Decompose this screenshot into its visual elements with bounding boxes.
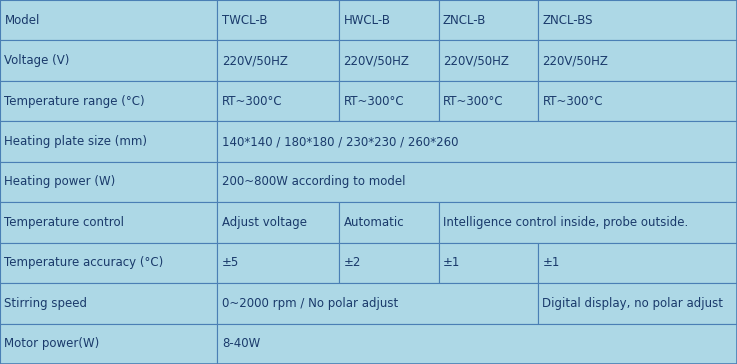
- Text: 220V/50HZ: 220V/50HZ: [222, 54, 287, 67]
- Text: TWCL-B: TWCL-B: [222, 14, 268, 27]
- Bar: [339, 40, 439, 81]
- Text: Heating power (W): Heating power (W): [4, 175, 116, 189]
- Bar: [339, 243, 439, 283]
- Text: 0~2000 rpm / No polar adjust: 0~2000 rpm / No polar adjust: [222, 297, 398, 310]
- Text: 220V/50HZ: 220V/50HZ: [443, 54, 509, 67]
- Text: Temperature control: Temperature control: [4, 216, 125, 229]
- Text: Voltage (V): Voltage (V): [4, 54, 70, 67]
- Bar: [339, 0, 439, 40]
- Bar: [0, 283, 217, 324]
- Bar: [217, 121, 737, 162]
- Bar: [0, 40, 217, 81]
- Bar: [0, 202, 217, 243]
- Text: Automatic: Automatic: [343, 216, 404, 229]
- Text: Temperature range (°C): Temperature range (°C): [4, 95, 145, 108]
- Bar: [217, 243, 339, 283]
- Bar: [538, 0, 737, 40]
- Bar: [217, 162, 737, 202]
- Bar: [217, 81, 339, 121]
- Text: ±5: ±5: [222, 256, 239, 269]
- Text: Intelligence control inside, probe outside.: Intelligence control inside, probe outsi…: [443, 216, 688, 229]
- Text: Digital display, no polar adjust: Digital display, no polar adjust: [542, 297, 724, 310]
- Bar: [217, 283, 538, 324]
- Bar: [439, 202, 737, 243]
- Bar: [217, 324, 737, 364]
- Bar: [439, 40, 538, 81]
- Text: Motor power(W): Motor power(W): [4, 337, 99, 350]
- Text: RT~300°C: RT~300°C: [542, 95, 603, 108]
- Text: Stirring speed: Stirring speed: [4, 297, 88, 310]
- Bar: [439, 243, 538, 283]
- Text: ±1: ±1: [542, 256, 560, 269]
- Bar: [0, 81, 217, 121]
- Bar: [339, 81, 439, 121]
- Text: ±1: ±1: [443, 256, 461, 269]
- Bar: [0, 243, 217, 283]
- Bar: [339, 202, 439, 243]
- Text: RT~300°C: RT~300°C: [222, 95, 282, 108]
- Bar: [538, 243, 737, 283]
- Text: 220V/50HZ: 220V/50HZ: [542, 54, 608, 67]
- Text: 140*140 / 180*180 / 230*230 / 260*260: 140*140 / 180*180 / 230*230 / 260*260: [222, 135, 458, 148]
- Bar: [439, 0, 538, 40]
- Bar: [217, 0, 339, 40]
- Bar: [217, 40, 339, 81]
- Bar: [538, 81, 737, 121]
- Text: Heating plate size (mm): Heating plate size (mm): [4, 135, 147, 148]
- Text: Temperature accuracy (°C): Temperature accuracy (°C): [4, 256, 164, 269]
- Text: RT~300°C: RT~300°C: [443, 95, 503, 108]
- Bar: [0, 121, 217, 162]
- Text: ZNCL-B: ZNCL-B: [443, 14, 486, 27]
- Text: 8-40W: 8-40W: [222, 337, 260, 350]
- Bar: [538, 283, 737, 324]
- Bar: [538, 40, 737, 81]
- Text: 220V/50HZ: 220V/50HZ: [343, 54, 409, 67]
- Text: ±2: ±2: [343, 256, 361, 269]
- Text: Adjust voltage: Adjust voltage: [222, 216, 307, 229]
- Text: RT~300°C: RT~300°C: [343, 95, 404, 108]
- Text: 200~800W according to model: 200~800W according to model: [222, 175, 405, 189]
- Text: ZNCL-BS: ZNCL-BS: [542, 14, 593, 27]
- Bar: [0, 162, 217, 202]
- Text: HWCL-B: HWCL-B: [343, 14, 391, 27]
- Bar: [217, 202, 339, 243]
- Bar: [0, 0, 217, 40]
- Text: Model: Model: [4, 14, 40, 27]
- Bar: [439, 81, 538, 121]
- Bar: [0, 324, 217, 364]
